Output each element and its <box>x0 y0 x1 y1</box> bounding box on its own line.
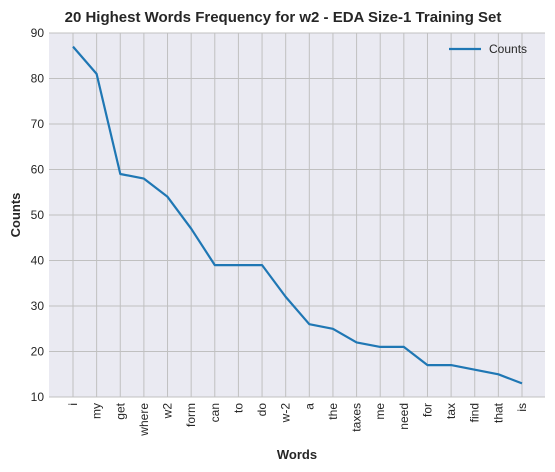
x-tick-label: get <box>113 402 127 419</box>
x-tick-label: to <box>231 403 245 413</box>
x-tick-label: i <box>66 403 80 406</box>
y-tick-label: 70 <box>31 117 45 131</box>
y-axis-label: Counts <box>8 193 23 238</box>
series-line-counts <box>72 45 523 385</box>
x-tick-label: form <box>184 403 198 427</box>
x-tick-label: can <box>208 403 222 422</box>
y-tick-label: 10 <box>31 390 45 404</box>
y-tick-label: 90 <box>31 26 45 40</box>
x-tick-label: a <box>302 403 316 410</box>
x-tick-label: w2 <box>161 403 175 420</box>
grid <box>49 32 545 398</box>
x-tick-label: need <box>397 403 411 430</box>
x-tick-label: tax <box>444 403 458 419</box>
x-axis-label: Words <box>277 447 317 462</box>
x-tick-label: for <box>420 403 434 417</box>
x-tick-label: find <box>468 403 482 422</box>
legend-label-counts: Counts <box>489 42 527 56</box>
x-tick-label: w-2 <box>279 403 293 424</box>
x-tick-label: my <box>90 403 104 419</box>
y-tick-label: 50 <box>31 208 45 222</box>
legend: Counts <box>449 42 527 56</box>
x-tick-label: taxes <box>350 403 364 432</box>
y-tick-label: 80 <box>31 72 45 86</box>
y-tick-label: 20 <box>31 345 45 359</box>
y-tick-labels: 10 20 30 40 50 60 70 80 90 <box>31 26 45 404</box>
x-tick-label: that <box>491 402 505 423</box>
x-tick-label: the <box>326 403 340 420</box>
y-tick-label: 40 <box>31 254 45 268</box>
x-tick-label: where <box>137 403 151 437</box>
chart-title: 20 Highest Words Frequency for w2 - EDA … <box>65 9 502 26</box>
y-tick-label: 60 <box>31 163 45 177</box>
x-tick-label: me <box>373 403 387 420</box>
y-tick-label: 30 <box>31 299 45 313</box>
x-tick-label: is <box>515 403 529 412</box>
x-tick-labels: i my get where w2 form can to do w-2 a the taxes me ne… <box>66 402 529 436</box>
x-tick-label: do <box>255 403 269 417</box>
